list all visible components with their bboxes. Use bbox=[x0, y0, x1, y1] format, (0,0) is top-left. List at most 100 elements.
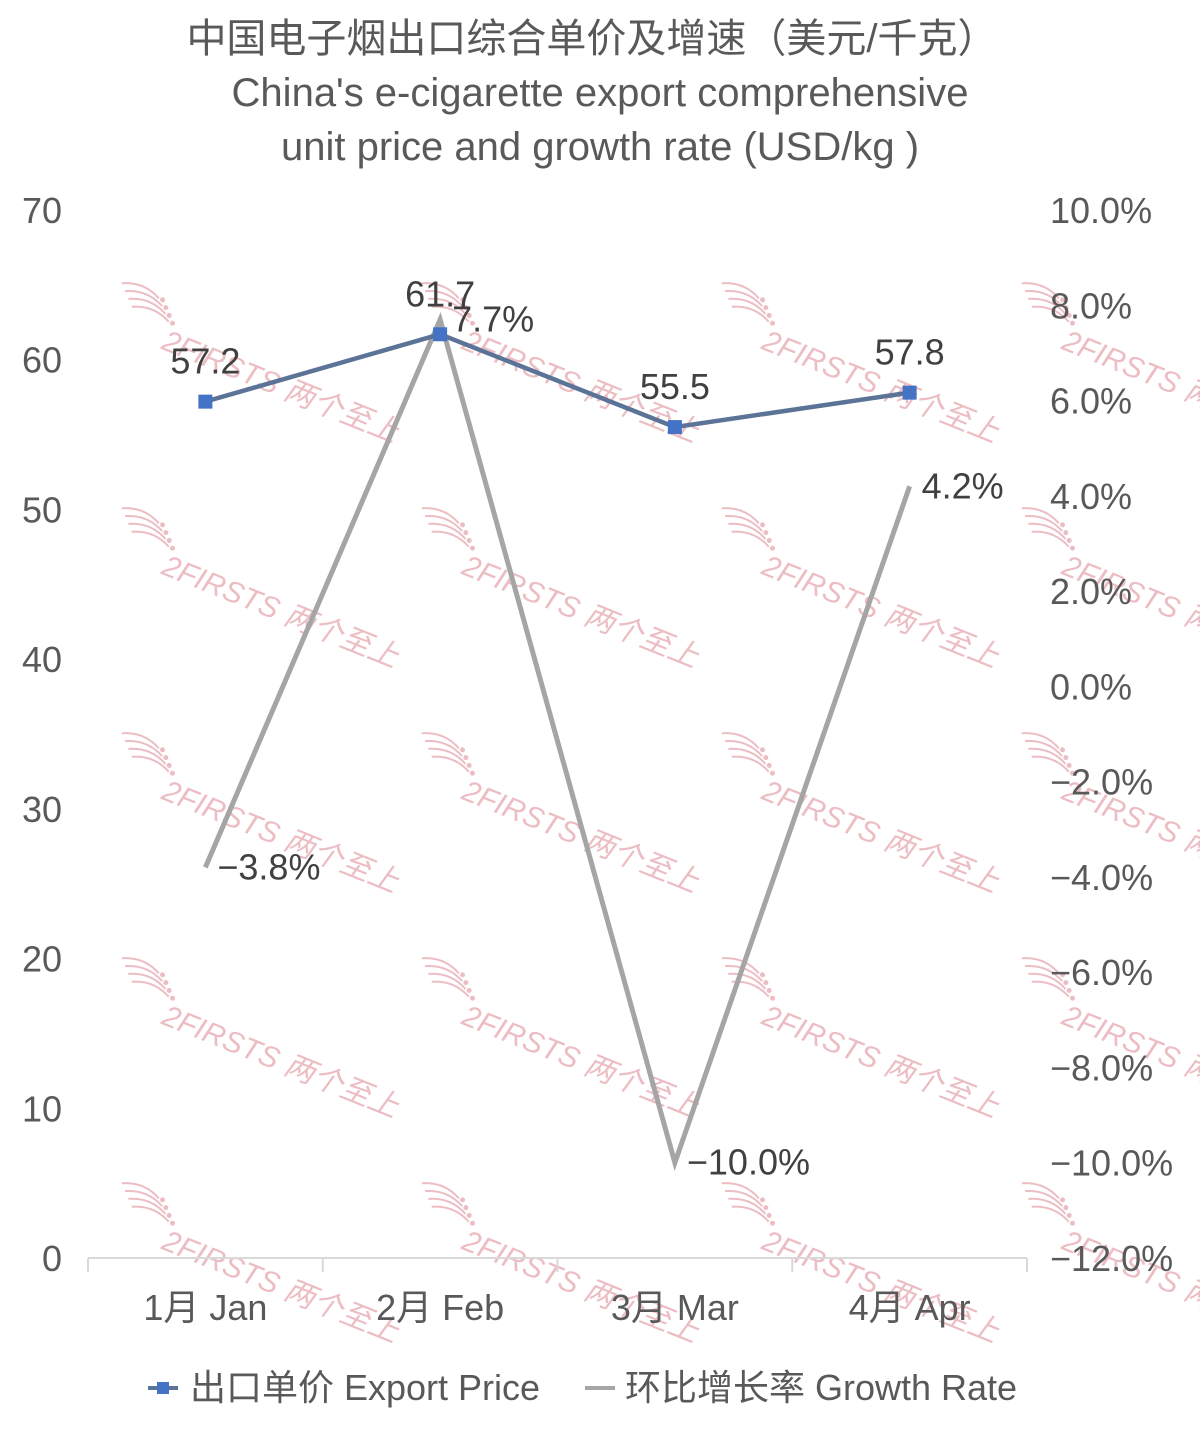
right-y-axis: −12.0% −10.0% −8.0% −6.0% −4.0% −2.0% 0.0% 2.0%… bbox=[1050, 190, 1173, 1279]
watermark-logo-dot bbox=[763, 530, 769, 536]
watermark-logo-stroke bbox=[724, 739, 763, 757]
watermark-logo-dot bbox=[166, 1212, 172, 1218]
watermark-logo-dot bbox=[160, 972, 166, 978]
legend: 出口单价 Export Price 环比增长率 Growth Rate bbox=[148, 1367, 1017, 1408]
watermark-logo-dot bbox=[463, 1205, 469, 1211]
export-price-marker bbox=[667, 420, 682, 435]
watermark: 2FIRSTS 两个至上 bbox=[721, 282, 1004, 450]
watermark-logo-stroke bbox=[1031, 305, 1070, 323]
watermark-logo-dot bbox=[763, 305, 769, 311]
watermark-logo-stroke bbox=[1028, 747, 1067, 765]
x-axis-category-label: 2月 Feb bbox=[376, 1287, 504, 1328]
watermark-logo-stroke bbox=[421, 507, 460, 524]
watermark-logo-stroke bbox=[721, 957, 760, 974]
watermark-logo-dot bbox=[760, 1197, 766, 1203]
watermark-logo-stroke bbox=[131, 305, 170, 323]
watermark-logo-dot bbox=[160, 1197, 166, 1203]
watermark-logo-stroke bbox=[428, 1197, 467, 1215]
watermark-logo-dot bbox=[166, 987, 172, 993]
watermark-logo-dot bbox=[469, 320, 475, 326]
watermark-logo-dot bbox=[766, 762, 772, 768]
watermark-logo-dot bbox=[466, 537, 472, 543]
watermark-logo-dot bbox=[163, 1205, 169, 1211]
export-price-line bbox=[204, 331, 910, 430]
watermark-logo-dot bbox=[469, 1220, 475, 1226]
watermark-logo-dot bbox=[1060, 747, 1066, 753]
left-axis-tick-label: 30 bbox=[22, 789, 62, 830]
chart-title-line-1: 中国电子烟出口综合单价及增速（美元/千克） bbox=[186, 17, 997, 61]
watermark-logo-dot bbox=[163, 305, 169, 311]
watermark-logo-stroke bbox=[421, 1182, 460, 1199]
watermark-logo-dot bbox=[463, 305, 469, 311]
watermark-logo-dot bbox=[460, 747, 466, 753]
watermark-logo-dot bbox=[1060, 1197, 1066, 1203]
left-axis-tick-label: 10 bbox=[22, 1088, 62, 1129]
watermark-logo-stroke bbox=[1021, 1182, 1060, 1199]
watermark-logo-stroke bbox=[728, 522, 767, 540]
right-axis-tick-label: −6.0% bbox=[1050, 952, 1153, 993]
watermark: 2FIRSTS 两个至上 bbox=[721, 507, 1004, 675]
watermark-logo-stroke bbox=[124, 289, 163, 307]
watermark-logo-stroke bbox=[428, 297, 467, 315]
watermark-logo-dot bbox=[163, 530, 169, 536]
watermark-logo-dot bbox=[163, 980, 169, 986]
right-axis-tick-label: −8.0% bbox=[1050, 1047, 1153, 1088]
legend-item-export-price[interactable]: 出口单价 Export Price bbox=[148, 1367, 540, 1408]
watermark-layer: 2FIRSTS 两个至上 2FIRSTS 两个至上 2FIRSTS 两个至上 2FIR… bbox=[121, 282, 1200, 1350]
watermark-logo-stroke bbox=[424, 514, 463, 532]
watermark-logo-dot bbox=[466, 987, 472, 993]
watermark-logo-stroke bbox=[1021, 282, 1060, 299]
watermark-logo-stroke bbox=[124, 1189, 163, 1207]
watermark-text: 2FIRSTS 两个至上 bbox=[757, 999, 1005, 1125]
right-axis-tick-label: −12.0% bbox=[1050, 1238, 1173, 1279]
watermark-logo-stroke bbox=[131, 1205, 170, 1223]
watermark-logo-stroke bbox=[428, 747, 467, 765]
growth-rate-line bbox=[203, 312, 912, 1172]
watermark-logo-dot bbox=[763, 755, 769, 761]
watermark-logo-stroke bbox=[728, 297, 767, 315]
watermark-logo-stroke bbox=[131, 530, 170, 548]
watermark-logo-dot bbox=[769, 770, 775, 776]
watermark-logo-stroke bbox=[431, 1205, 470, 1223]
watermark-logo-stroke bbox=[1031, 530, 1070, 548]
watermark-logo-stroke bbox=[724, 514, 763, 532]
export-price-marker bbox=[433, 327, 448, 342]
watermark-logo-stroke bbox=[1024, 514, 1063, 532]
watermark-logo-stroke bbox=[124, 739, 163, 757]
legend-item-growth-rate[interactable]: 环比增长率 Growth Rate bbox=[585, 1367, 1017, 1408]
left-axis-tick-label: 40 bbox=[22, 639, 62, 680]
watermark-logo-dot bbox=[166, 762, 172, 768]
watermark-logo-dot bbox=[763, 980, 769, 986]
watermark-logo-stroke bbox=[728, 1197, 767, 1215]
watermark-logo-stroke bbox=[121, 732, 160, 749]
watermark-logo-dot bbox=[1063, 305, 1069, 311]
watermark-logo-stroke bbox=[421, 732, 460, 749]
watermark-logo-stroke bbox=[1028, 1197, 1067, 1215]
watermark-logo-stroke bbox=[121, 957, 160, 974]
watermark-logo-stroke bbox=[124, 514, 163, 532]
watermark-logo-dot bbox=[169, 545, 175, 551]
watermark-logo-dot bbox=[1063, 755, 1069, 761]
watermark-logo-stroke bbox=[731, 755, 770, 773]
series-layer bbox=[198, 312, 917, 1172]
watermark-logo-dot bbox=[766, 537, 772, 543]
watermark-text: 2FIRSTS 两个至上 bbox=[457, 774, 705, 900]
watermark-logo-dot bbox=[166, 537, 172, 543]
watermark-logo-dot bbox=[763, 1205, 769, 1211]
watermark-logo-stroke bbox=[1024, 1189, 1063, 1207]
left-axis-tick-label: 50 bbox=[22, 489, 62, 530]
left-axis-tick-label: 70 bbox=[22, 190, 62, 231]
watermark-logo-dot bbox=[163, 755, 169, 761]
watermark-logo-stroke bbox=[431, 980, 470, 998]
watermark-logo-dot bbox=[1066, 987, 1072, 993]
watermark-logo-stroke bbox=[728, 747, 767, 765]
watermark-logo-dot bbox=[160, 522, 166, 528]
right-axis-tick-label: 6.0% bbox=[1050, 381, 1132, 422]
export-price-marker bbox=[902, 385, 917, 400]
watermark-logo-stroke bbox=[724, 964, 763, 982]
watermark-logo-dot bbox=[463, 530, 469, 536]
watermark-logo-stroke bbox=[1024, 739, 1063, 757]
right-axis-tick-label: 0.0% bbox=[1050, 666, 1132, 707]
watermark-logo-dot bbox=[460, 1197, 466, 1203]
